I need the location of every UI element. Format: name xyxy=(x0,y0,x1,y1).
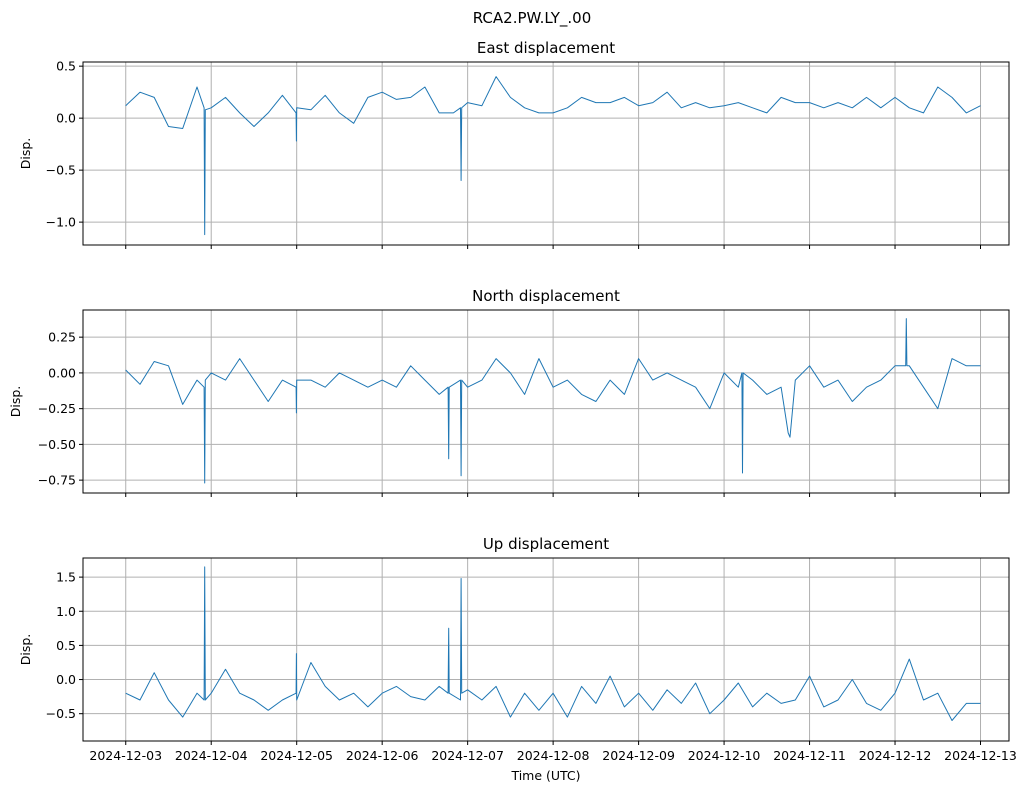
x-tick-label: 2024-12-07 xyxy=(431,748,504,763)
y-axis-label: Disp. xyxy=(18,138,33,170)
series-line-0 xyxy=(125,566,981,721)
x-tick-label: 2024-12-12 xyxy=(859,748,932,763)
x-tick-label: 2024-12-13 xyxy=(944,748,1017,763)
subplot-1: 0.25 0.00 −0.25 −0.50 −0.75 North displacemen… xyxy=(8,287,1010,497)
y-tick-label: 1.0 xyxy=(56,604,76,619)
plot-frame xyxy=(82,557,1010,742)
y-tick-label: −0.50 xyxy=(38,437,76,452)
y-axis-label: Disp. xyxy=(8,386,23,418)
series-line-0 xyxy=(125,76,981,236)
y-tick-label: 0.00 xyxy=(48,365,76,380)
y-tick-label: −0.5 xyxy=(46,706,76,721)
x-tick-label: 2024-12-06 xyxy=(346,748,419,763)
y-tick-label: 0.0 xyxy=(56,111,76,126)
plot-frame xyxy=(82,61,1010,246)
panel-title: Up displacement xyxy=(483,535,609,553)
x-tick-label: 2024-12-09 xyxy=(602,748,675,763)
x-tick-label: 2024-12-10 xyxy=(688,748,761,763)
panel-title: East displacement xyxy=(477,39,615,57)
y-tick-label: 0.0 xyxy=(56,672,76,687)
figure-suptitle: RCA2.PW.LY_.00 xyxy=(473,9,592,28)
y-tick-label: 0.5 xyxy=(56,59,76,74)
y-tick-label: 1.5 xyxy=(56,570,76,585)
y-tick-label: −0.75 xyxy=(38,473,76,488)
x-axis-label: Time (UTC) xyxy=(510,768,580,783)
x-tick-label: 2024-12-05 xyxy=(260,748,333,763)
y-axis-label: Disp. xyxy=(18,634,33,666)
subplot-0: 0.5 0.0 −0.5 −1.0 East displacement Disp. xyxy=(18,39,1010,249)
subplot-2: 2024-12-03 2024-12-04 2024-12-05 2024-12-06… xyxy=(18,535,1017,763)
x-tick-label: 2024-12-03 xyxy=(89,748,162,763)
series-line-0 xyxy=(125,318,981,484)
x-tick-label: 2024-12-08 xyxy=(517,748,590,763)
y-tick-label: −0.25 xyxy=(38,401,76,416)
x-tick-label: 2024-12-04 xyxy=(175,748,248,763)
y-tick-label: −1.0 xyxy=(46,215,76,230)
x-tick-label: 2024-12-11 xyxy=(773,748,846,763)
plot-frame xyxy=(82,309,1010,494)
panel-title: North displacement xyxy=(472,287,620,305)
y-tick-label: −0.5 xyxy=(46,163,76,178)
y-tick-label: 0.25 xyxy=(48,330,76,345)
y-tick-label: 0.5 xyxy=(56,638,76,653)
